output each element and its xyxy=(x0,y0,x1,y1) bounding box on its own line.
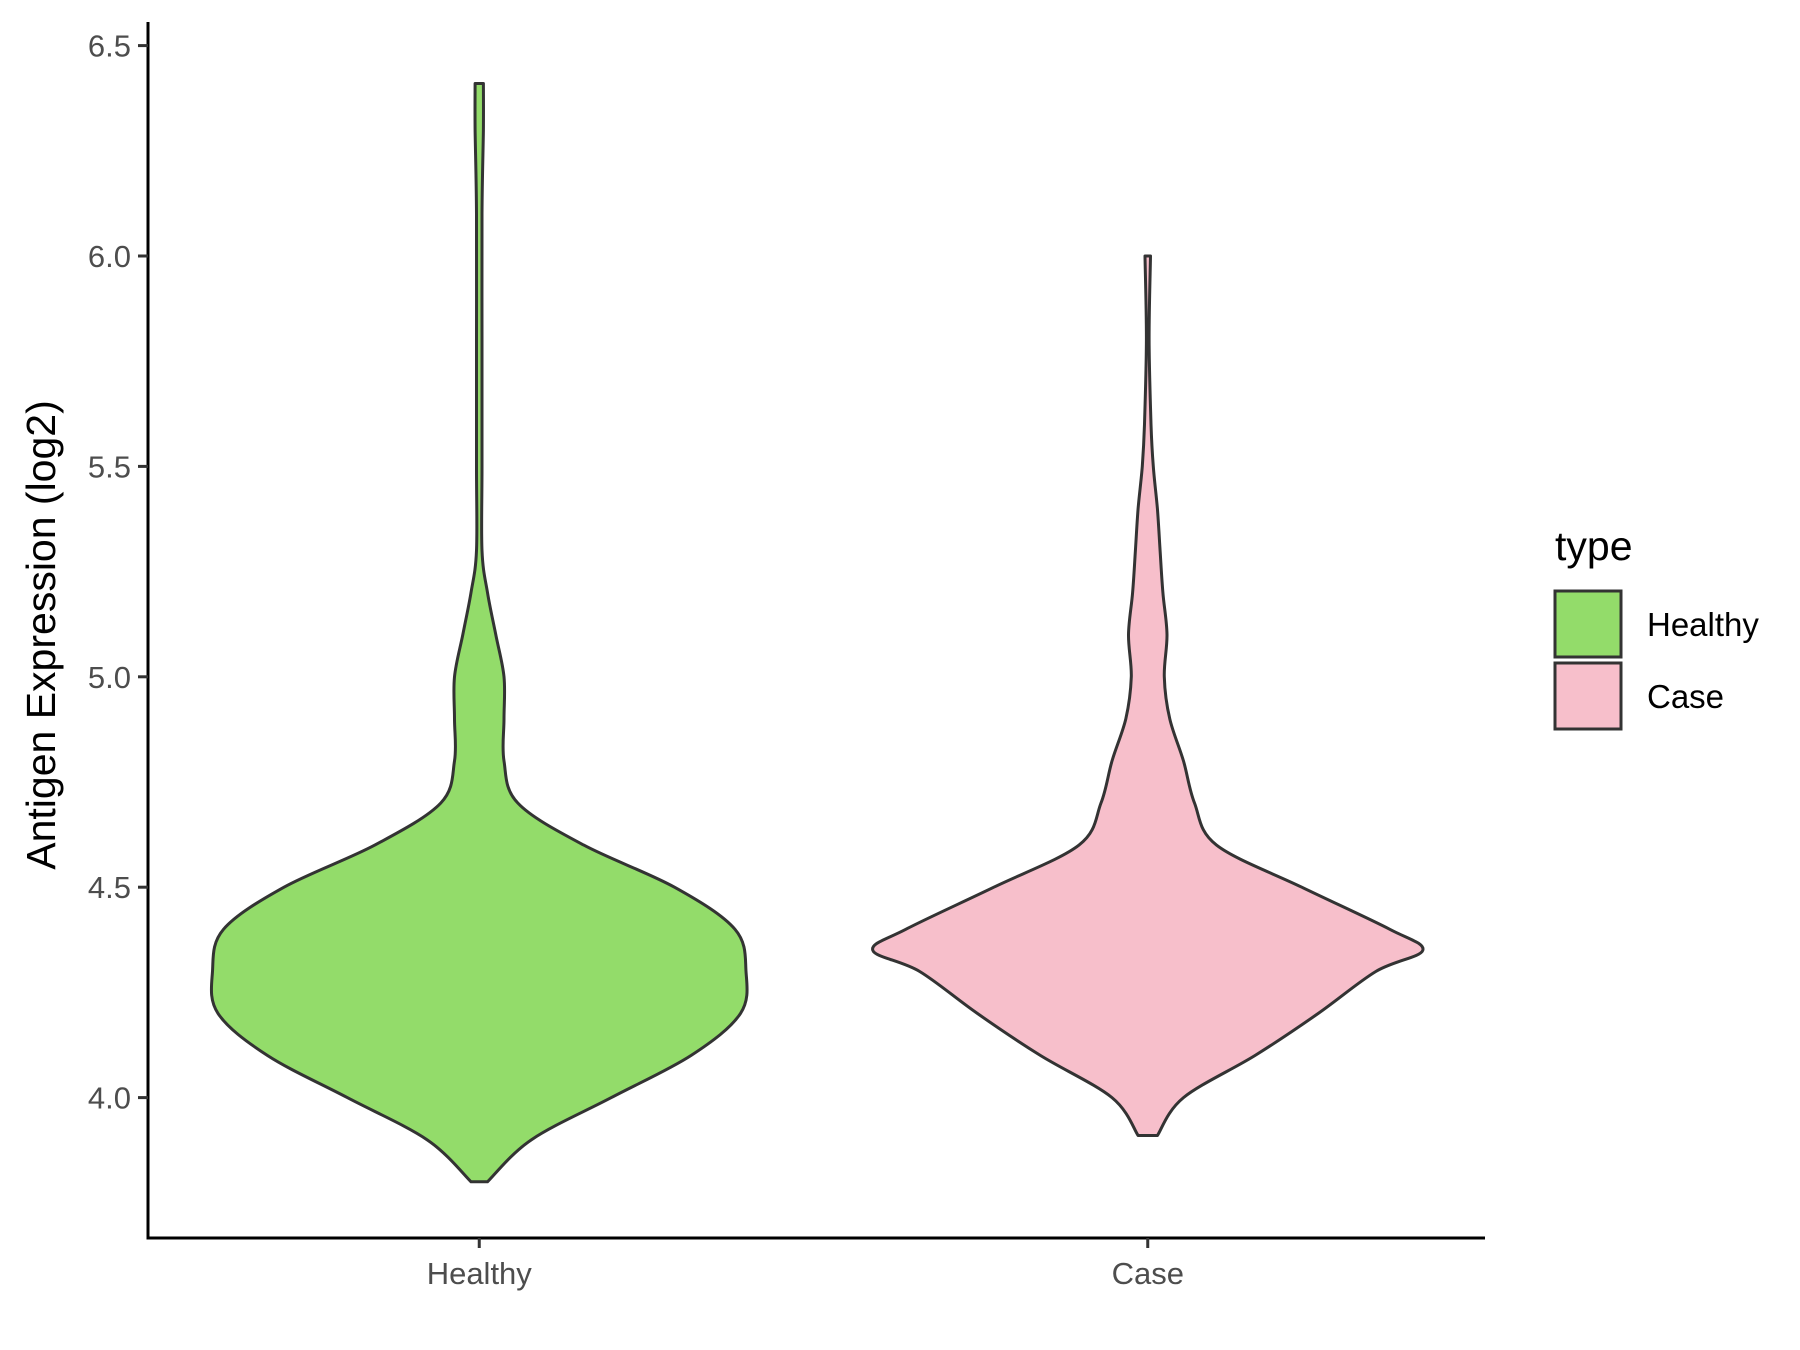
y-tick-label: 4.5 xyxy=(88,870,131,905)
axes: 4.0 4.5 5.0 5.5 6.0 6.5 Healthy Case xyxy=(88,22,1485,1291)
y-tick-label: 5.5 xyxy=(88,449,131,484)
legend: type Healthy Case xyxy=(1553,523,1759,731)
y-tick-label: 4.0 xyxy=(88,1081,131,1116)
legend-label-case: Case xyxy=(1647,678,1724,715)
y-tick-label: 6.5 xyxy=(88,29,131,64)
legend-key-case xyxy=(1553,661,1623,731)
violin-case xyxy=(871,254,1425,1137)
x-tick-label: Case xyxy=(1112,1256,1184,1291)
plot-area xyxy=(209,82,1425,1184)
legend-label-healthy: Healthy xyxy=(1647,606,1759,643)
y-axis-title: Antigen Expression (log2) xyxy=(18,400,64,869)
y-tick-label: 5.0 xyxy=(88,660,131,695)
y-tick-label: 6.0 xyxy=(88,239,131,274)
legend-key-healthy xyxy=(1553,589,1623,659)
x-tick-label: Healthy xyxy=(427,1256,533,1291)
violin-healthy xyxy=(209,82,749,1184)
legend-title: type xyxy=(1555,523,1633,569)
